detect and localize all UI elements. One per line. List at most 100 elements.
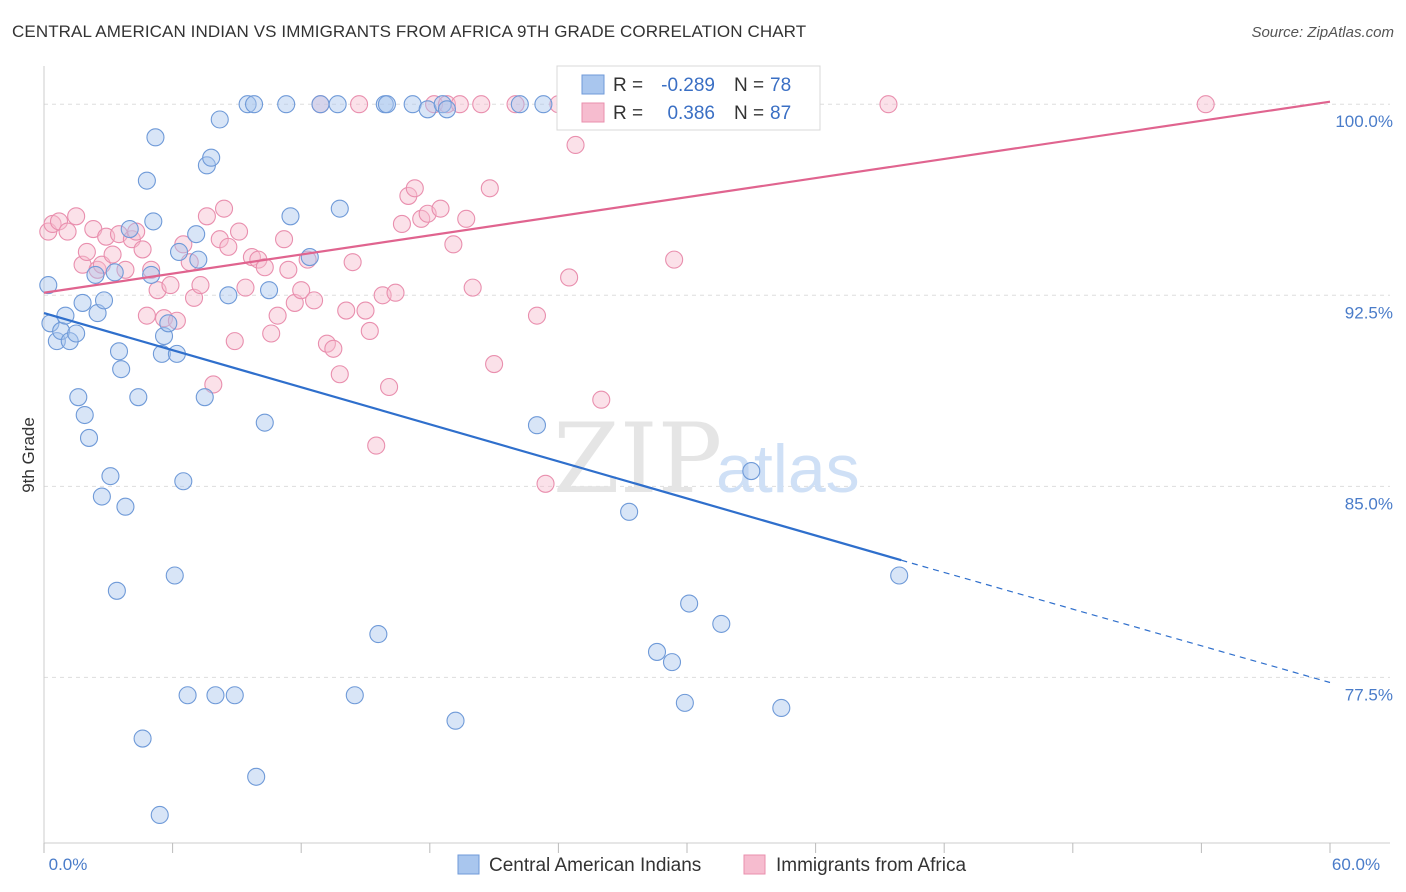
pink-point-39 <box>268 306 287 325</box>
pink-point-78 <box>560 268 579 287</box>
blue-point-46 <box>238 95 257 114</box>
blue-point-71 <box>662 653 682 672</box>
blue-point-0 <box>39 276 58 295</box>
pink-point-3 <box>58 222 77 241</box>
blue-point-34 <box>169 242 189 262</box>
pink-point-17 <box>137 306 156 325</box>
blue-point-47 <box>244 95 264 114</box>
pink-trend-line <box>43 100 1331 294</box>
watermark-atlas: atlas <box>716 431 860 507</box>
trend-lines <box>43 100 1331 684</box>
blue-point-11 <box>86 265 105 284</box>
pink-point-34 <box>236 278 255 297</box>
pink-point-48 <box>324 339 343 358</box>
blue-point-29 <box>152 344 171 363</box>
blue-point-54 <box>311 95 330 114</box>
blue-point-50 <box>259 281 279 300</box>
pink-point-79 <box>566 135 585 155</box>
blue-point-35 <box>174 472 193 491</box>
legend-pink-label: Immigrants from Africa <box>776 855 966 876</box>
pink-point-18 <box>142 260 161 279</box>
pink-point-54 <box>360 321 379 340</box>
blue-point-48 <box>247 767 266 786</box>
blue-point-19 <box>112 360 131 379</box>
blue-point-76 <box>772 698 791 718</box>
x-tick-labels: 0.0% 60.0% <box>49 855 1380 874</box>
stats-blue-r-value: -0.289 <box>661 75 715 96</box>
pink-point-45 <box>305 291 324 310</box>
x-tick-label-0: 0.0% <box>49 855 88 874</box>
y-tick-label-0: 100.0% <box>1335 112 1393 131</box>
legend-pink-swatch <box>743 854 766 875</box>
pink-point-41 <box>279 260 298 279</box>
blue-point-68 <box>510 95 529 114</box>
pink-point-73 <box>480 179 499 198</box>
pink-point-71 <box>472 95 491 114</box>
x-tick-label-1: 60.0% <box>1332 855 1380 874</box>
blue-point-7 <box>73 293 92 312</box>
pink-point-69 <box>457 209 476 228</box>
blue-point-45 <box>225 686 244 705</box>
blue-point-39 <box>195 388 214 407</box>
pink-point-21 <box>161 276 180 295</box>
stats-pink-r-label: R = <box>613 103 643 124</box>
pink-point-80 <box>592 390 611 409</box>
pink-point-61 <box>405 179 424 198</box>
pink-point-57 <box>380 377 399 397</box>
stats-blue-n-label: N = <box>734 75 764 96</box>
blue-point-41 <box>202 148 221 167</box>
blue-point-62 <box>418 100 437 119</box>
pink-point-72 <box>485 355 504 374</box>
pink-point-76 <box>536 474 555 493</box>
blue-point-44 <box>219 286 238 305</box>
pink-point-43 <box>292 281 311 300</box>
legend-blue-swatch <box>457 854 480 875</box>
pink-point-11 <box>103 245 122 264</box>
stats-blue-r-label: R = <box>613 75 643 96</box>
source-credit: Source: ZipAtlas.com <box>1251 24 1394 41</box>
legend: Central American Indians Immigrants from… <box>457 854 966 876</box>
blue-point-15 <box>101 467 120 486</box>
blue-point-49 <box>255 413 274 432</box>
blue-point-57 <box>345 686 364 705</box>
stats-pink-n-label: N = <box>734 103 764 124</box>
blue-trend-line <box>43 312 902 562</box>
legend-blue-label: Central American Indians <box>489 855 701 876</box>
y-tick-labels: 100.0% 92.5% 85.0% 77.5% <box>1335 112 1393 704</box>
pink-point-38 <box>262 324 281 343</box>
blue-point-77 <box>890 566 909 585</box>
blue-point-27 <box>146 128 165 147</box>
blue-point-60 <box>377 95 396 114</box>
blue-point-64 <box>437 100 456 119</box>
blue-point-6 <box>67 324 86 343</box>
pink-point-51 <box>343 253 362 272</box>
pink-point-27 <box>197 207 216 226</box>
pink-point-44 <box>298 250 317 269</box>
pink-point-67 <box>444 235 463 254</box>
pink-point-33 <box>229 222 249 241</box>
pink-point-70 <box>463 278 482 297</box>
blue-point-70 <box>647 642 667 661</box>
pink-point-32 <box>225 332 244 351</box>
blue-point-23 <box>133 729 152 748</box>
pink-point-30 <box>214 199 234 218</box>
blue-point-17 <box>107 581 126 600</box>
pink-point-65 <box>431 199 450 218</box>
y-tick-label-1: 92.5% <box>1345 303 1393 322</box>
blue-point-9 <box>75 405 94 425</box>
blue-point-13 <box>94 291 114 310</box>
blue-point-42 <box>210 110 229 129</box>
blue-point-53 <box>300 248 319 267</box>
blue-point-66 <box>527 416 547 435</box>
pink-point-28 <box>204 375 223 394</box>
blue-point-26 <box>144 212 163 231</box>
series-immigrants-from-africa <box>39 95 1215 493</box>
pink-point-52 <box>350 95 369 114</box>
blue-point-14 <box>92 487 111 506</box>
grid-lines <box>44 103 1390 678</box>
stats-pink-n-value: 87 <box>770 103 791 124</box>
blue-point-22 <box>129 388 148 407</box>
blue-point-16 <box>105 263 124 282</box>
blue-point-24 <box>137 171 156 190</box>
